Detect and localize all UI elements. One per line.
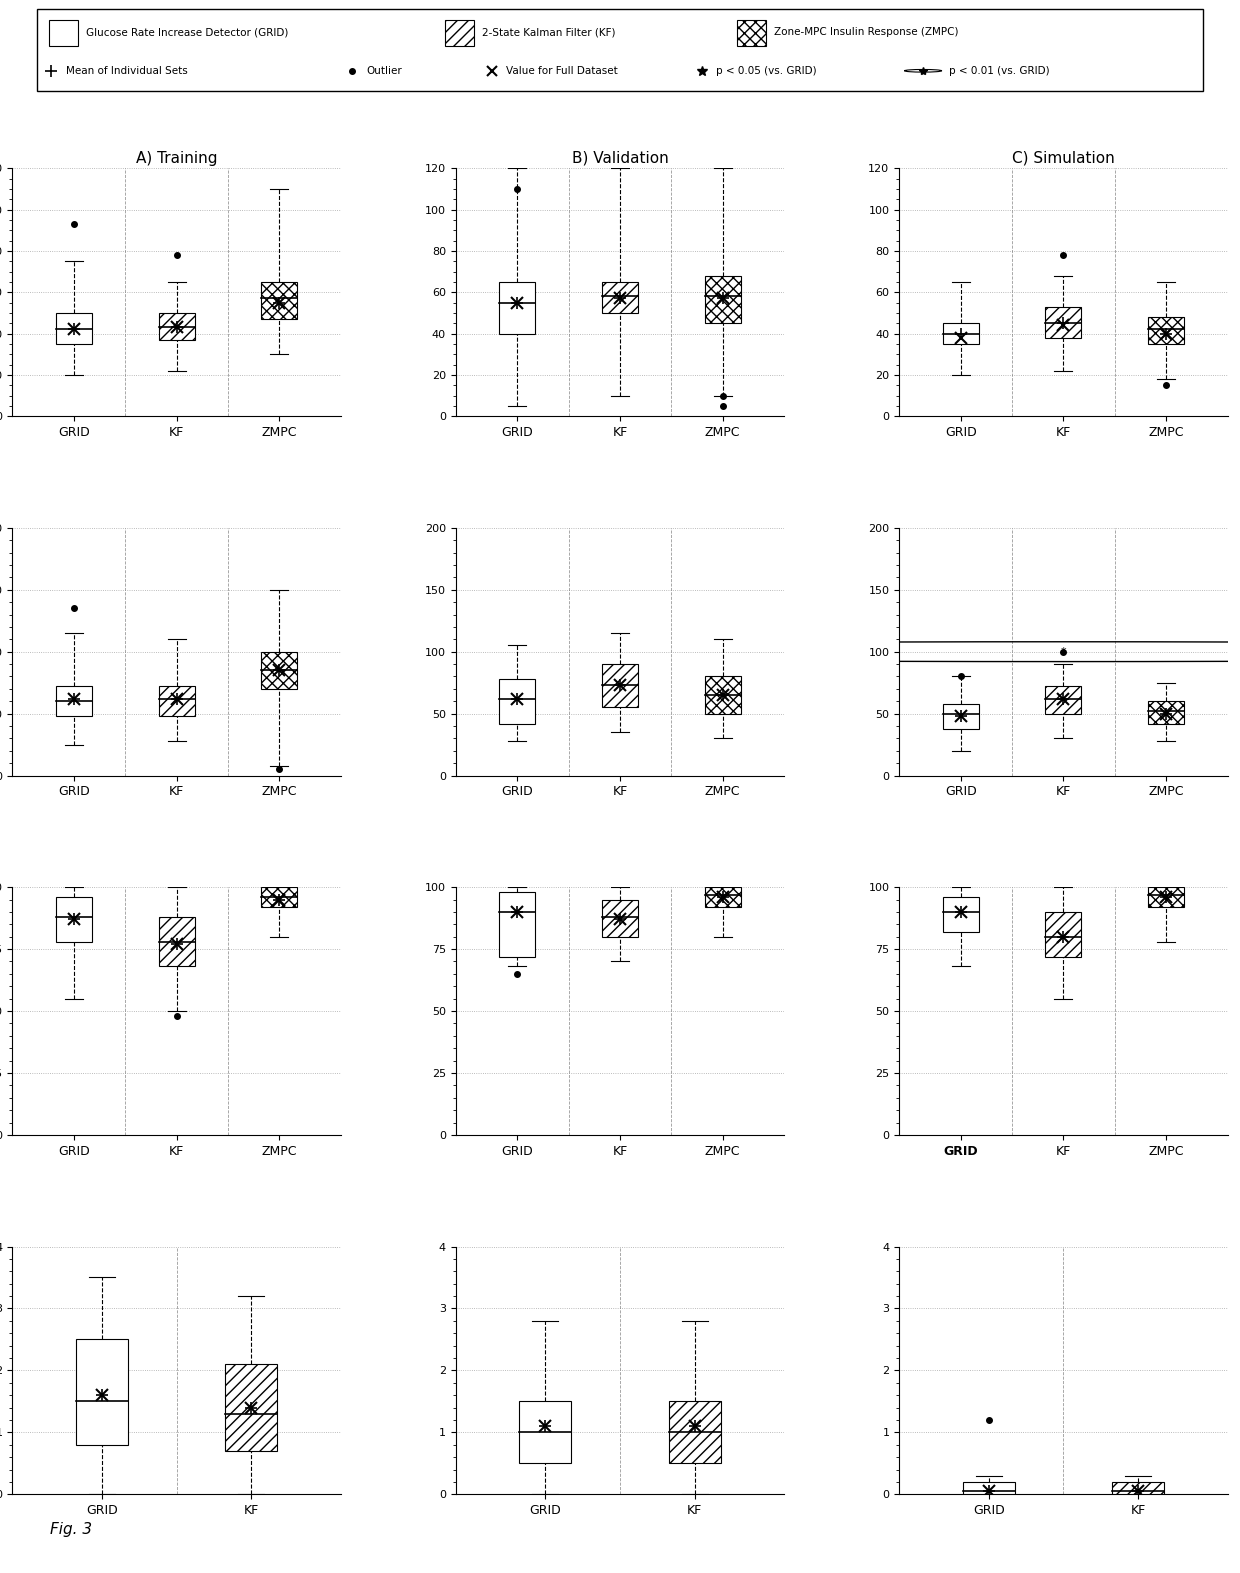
FancyBboxPatch shape <box>159 686 195 716</box>
FancyBboxPatch shape <box>942 703 978 728</box>
Text: Value for Full Dataset: Value for Full Dataset <box>506 66 618 76</box>
FancyBboxPatch shape <box>603 282 637 313</box>
FancyBboxPatch shape <box>668 1402 720 1463</box>
Text: Outlier: Outlier <box>366 66 402 76</box>
Text: p < 0.01 (vs. GRID): p < 0.01 (vs. GRID) <box>949 66 1049 76</box>
FancyBboxPatch shape <box>262 887 298 908</box>
FancyBboxPatch shape <box>1112 1482 1164 1494</box>
FancyBboxPatch shape <box>37 9 1203 91</box>
FancyBboxPatch shape <box>1148 318 1184 344</box>
FancyBboxPatch shape <box>1045 686 1081 714</box>
FancyBboxPatch shape <box>962 1482 1014 1494</box>
FancyBboxPatch shape <box>603 900 637 936</box>
FancyBboxPatch shape <box>1148 887 1184 908</box>
FancyBboxPatch shape <box>500 892 536 956</box>
FancyBboxPatch shape <box>159 313 195 340</box>
FancyBboxPatch shape <box>226 1364 278 1450</box>
FancyBboxPatch shape <box>520 1402 572 1463</box>
FancyBboxPatch shape <box>603 664 637 708</box>
FancyBboxPatch shape <box>1148 702 1184 724</box>
Title: C) Simulation: C) Simulation <box>1012 151 1115 165</box>
FancyBboxPatch shape <box>704 676 740 714</box>
FancyBboxPatch shape <box>704 887 740 908</box>
FancyBboxPatch shape <box>445 20 474 46</box>
FancyBboxPatch shape <box>56 897 92 942</box>
Text: Zone-MPC Insulin Response (ZMPC): Zone-MPC Insulin Response (ZMPC) <box>774 27 959 38</box>
FancyBboxPatch shape <box>56 686 92 716</box>
FancyBboxPatch shape <box>48 20 78 46</box>
FancyBboxPatch shape <box>56 313 92 344</box>
Text: Fig. 3: Fig. 3 <box>50 1521 92 1537</box>
FancyBboxPatch shape <box>262 651 298 689</box>
FancyBboxPatch shape <box>737 20 766 46</box>
Title: A) Training: A) Training <box>136 151 217 165</box>
Text: *: * <box>1060 647 1066 656</box>
FancyBboxPatch shape <box>704 275 740 324</box>
FancyBboxPatch shape <box>1045 307 1081 338</box>
FancyBboxPatch shape <box>262 282 298 319</box>
FancyBboxPatch shape <box>500 680 536 724</box>
FancyBboxPatch shape <box>159 917 195 966</box>
Title: B) Validation: B) Validation <box>572 151 668 165</box>
FancyBboxPatch shape <box>1045 912 1081 956</box>
Text: 2-State Kalman Filter (KF): 2-State Kalman Filter (KF) <box>482 27 616 38</box>
Text: Mean of Individual Sets: Mean of Individual Sets <box>67 66 188 76</box>
FancyBboxPatch shape <box>500 282 536 333</box>
FancyBboxPatch shape <box>76 1340 128 1444</box>
FancyBboxPatch shape <box>942 897 978 931</box>
Text: Glucose Rate Increase Detector (GRID): Glucose Rate Increase Detector (GRID) <box>86 27 289 38</box>
Text: p < 0.05 (vs. GRID): p < 0.05 (vs. GRID) <box>715 66 816 76</box>
FancyBboxPatch shape <box>942 324 978 344</box>
